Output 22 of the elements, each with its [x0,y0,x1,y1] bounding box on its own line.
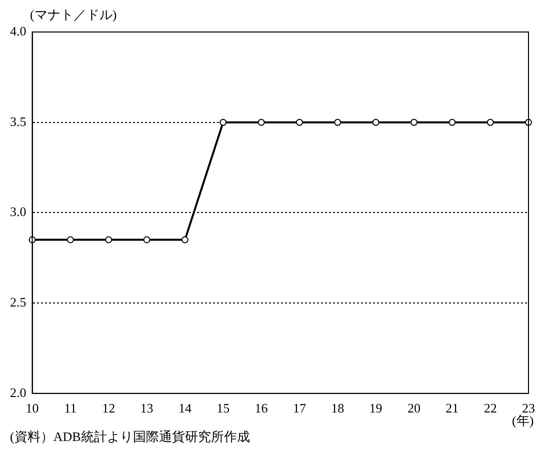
x-tick-label: 17 [292,400,306,416]
x-tick-label: 16 [254,400,268,416]
x-tick-label: 18 [331,400,344,416]
x-tick-label: 21 [446,400,459,416]
x-tick-label: 12 [102,400,116,416]
y-tick-label: 3.0 [10,204,26,220]
x-tick-label: 10 [26,400,39,416]
y-tick-label: 4.0 [10,23,26,38]
x-tick-label: 15 [216,400,230,416]
x-tick-label: 23 [522,400,535,416]
x-axis-title: (年) [512,413,534,430]
x-tick-label: 19 [369,400,382,416]
y-tick-label: 2.5 [10,294,26,310]
text: (資料）ADB統計より国際通貨研究所作成 [10,428,250,446]
y-axis-title: (マナト／ドル) [30,6,117,24]
x-tick-label: 20 [407,400,420,416]
x-tick-label: 14 [178,400,192,416]
y-tick-label: 2.0 [10,384,26,400]
x-tick-label: 11 [64,400,77,416]
x-tick-label: 13 [140,400,154,416]
x-tick-label: 22 [484,400,497,416]
y-tick-label: 3.5 [10,114,26,129]
